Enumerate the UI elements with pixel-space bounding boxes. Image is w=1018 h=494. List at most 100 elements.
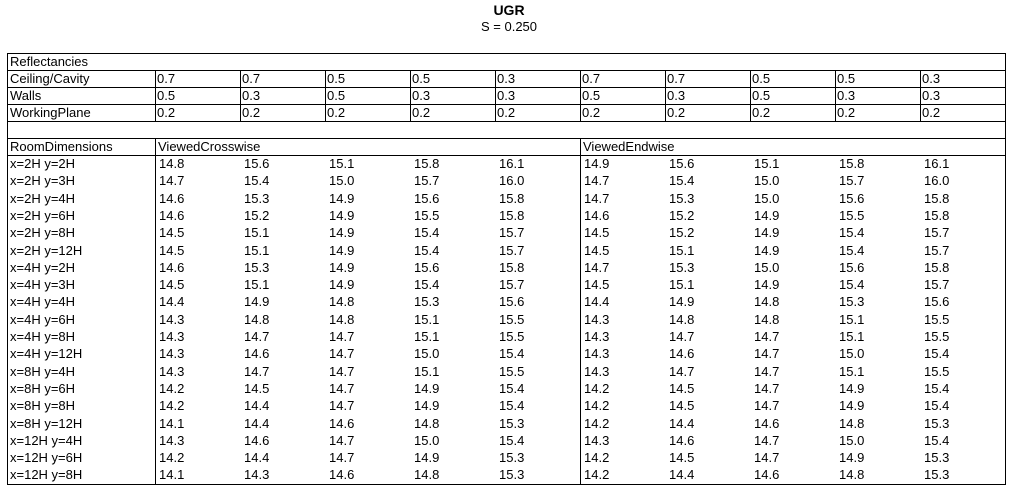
cell: 14.7 [329, 329, 355, 344]
cell: 0.2 [242, 105, 261, 120]
row-label: x=2H y=8H [10, 225, 76, 241]
cell: 15.3 [244, 190, 270, 206]
cell: 15.1 [244, 225, 270, 241]
cell: 14.4 [669, 415, 695, 431]
cell: 15.3 [924, 415, 950, 431]
cell: 15.1 [414, 363, 440, 379]
cell: 15.5 [499, 311, 525, 327]
cell: 14.2 [584, 450, 610, 466]
row-label: x=2H y=2H [10, 156, 76, 171]
cell: 0.3 [242, 88, 261, 103]
cell: 15.5 [839, 207, 865, 223]
cell: 15.4 [924, 380, 950, 396]
cell: 15.4 [924, 346, 950, 362]
cell: 14.4 [159, 294, 185, 310]
cell: 15.2 [244, 207, 270, 223]
cell: 14.8 [839, 467, 865, 483]
column-header: ViewedCrosswise [158, 139, 261, 154]
cell: 15.5 [924, 311, 950, 327]
cell: 14.3 [584, 329, 610, 344]
cell: 0.2 [497, 105, 516, 120]
cell: 15.0 [754, 259, 780, 275]
rule [920, 70, 921, 121]
cell: 14.5 [159, 242, 185, 258]
cell: 14.7 [754, 329, 780, 344]
section-title: Reflectancies [10, 54, 89, 69]
cell: 15.4 [839, 225, 865, 241]
row-label: x=4H y=2H [10, 259, 76, 275]
cell: 15.2 [669, 225, 695, 241]
cell: 15.1 [414, 311, 440, 327]
row-label: Walls [10, 88, 42, 103]
cell: 15.1 [329, 156, 355, 171]
cell: 14.3 [159, 346, 185, 362]
cell: 15.5 [414, 207, 440, 223]
cell: 0.2 [922, 105, 941, 120]
cell: 14.5 [159, 225, 185, 241]
row-label: x=8H y=6H [10, 380, 76, 396]
cell: 15.4 [499, 380, 525, 396]
cell: 14.9 [244, 294, 270, 310]
cell: 15.3 [499, 467, 525, 483]
cell: 14.7 [244, 363, 270, 379]
cell: 14.5 [584, 242, 610, 258]
cell: 15.8 [924, 207, 950, 223]
cell: 14.6 [159, 190, 185, 206]
cell: 14.9 [329, 190, 355, 206]
cell: 14.3 [244, 467, 270, 483]
cell: 15.1 [669, 277, 695, 293]
cell: 0.2 [412, 105, 431, 120]
cell: 15.5 [924, 363, 950, 379]
cell: 14.3 [159, 329, 185, 344]
row-label: WorkingPlane [10, 105, 91, 120]
cell: 14.9 [414, 398, 440, 414]
cell: 14.6 [244, 346, 270, 362]
cell: 14.6 [584, 207, 610, 223]
cell: 0.5 [837, 71, 856, 86]
cell: 15.4 [414, 225, 440, 241]
cell: 14.9 [669, 294, 695, 310]
cell: 14.1 [159, 467, 185, 483]
cell: 15.4 [499, 432, 525, 448]
cell: 14.7 [584, 259, 610, 275]
cell: 15.0 [414, 432, 440, 448]
cell: 0.3 [412, 88, 431, 103]
cell: 14.6 [329, 415, 355, 431]
cell: 15.6 [924, 294, 950, 310]
cell: 0.5 [412, 71, 431, 86]
cell: 15.6 [499, 294, 525, 310]
cell: 14.7 [754, 432, 780, 448]
cell: 15.7 [924, 225, 950, 241]
cell: 14.8 [754, 294, 780, 310]
cell: 14.9 [839, 380, 865, 396]
cell: 15.3 [244, 259, 270, 275]
cell: 14.7 [329, 432, 355, 448]
cell: 16.0 [924, 173, 950, 189]
cell: 15.4 [924, 432, 950, 448]
cell: 0.2 [752, 105, 771, 120]
cell: 14.6 [669, 346, 695, 362]
cell: 14.9 [754, 207, 780, 223]
cell: 15.5 [499, 329, 525, 344]
cell: 15.8 [499, 259, 525, 275]
cell: 15.6 [839, 190, 865, 206]
cell: 14.5 [159, 277, 185, 293]
cell: 14.9 [754, 242, 780, 258]
cell: 14.7 [669, 363, 695, 379]
cell: 15.4 [669, 173, 695, 189]
cell: 15.8 [924, 259, 950, 275]
cell: 14.5 [244, 380, 270, 396]
cell: 14.3 [584, 311, 610, 327]
row-label: x=4H y=12H [10, 346, 83, 362]
cell: 0.5 [582, 88, 601, 103]
row-label: x=4H y=4H [10, 294, 76, 310]
cell: 14.6 [244, 432, 270, 448]
cell: 0.5 [327, 71, 346, 86]
cell: 15.0 [414, 346, 440, 362]
cell: 15.3 [924, 450, 950, 466]
cell: 14.9 [329, 242, 355, 258]
cell: 15.4 [414, 277, 440, 293]
row-label: x=2H y=6H [10, 207, 76, 223]
cell: 15.1 [839, 329, 865, 344]
